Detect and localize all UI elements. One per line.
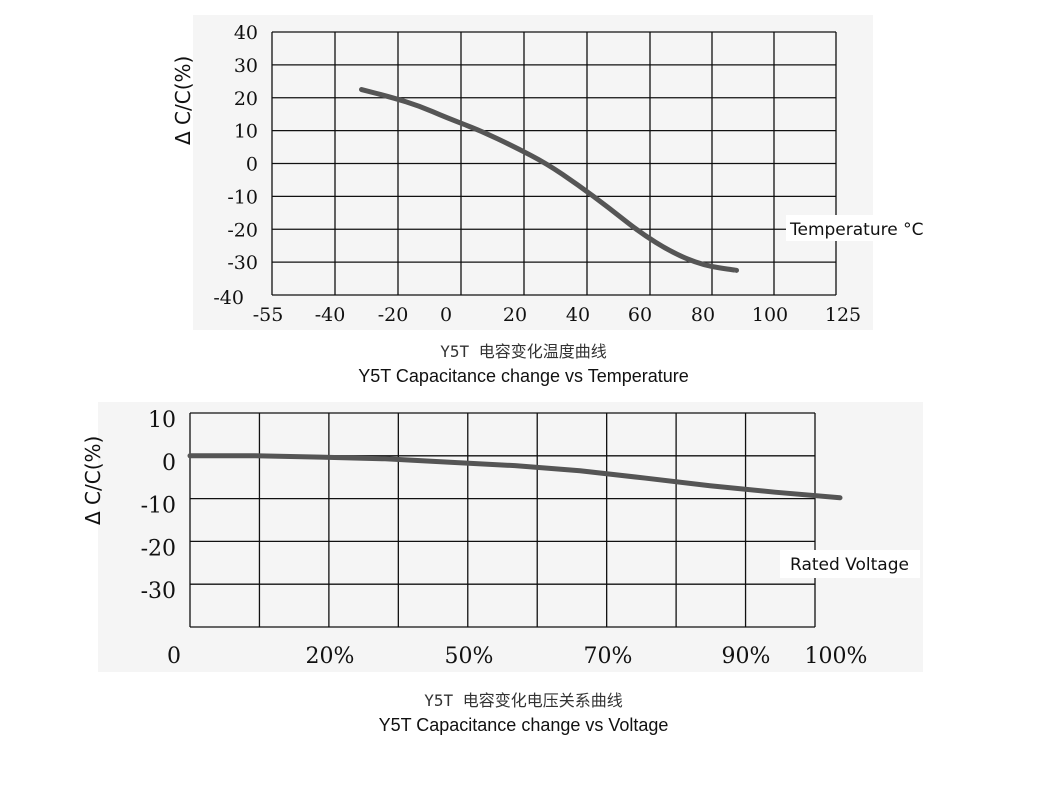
x-tick-label: 100 — [752, 304, 788, 326]
chart1-caption-cn: Y5T 电容变化温度曲线 — [440, 342, 607, 361]
x-tick-label: 60 — [628, 304, 652, 326]
x-tick-label: -40 — [315, 304, 346, 326]
x-tick-label: 40 — [566, 304, 590, 326]
y-tick-label: 20 — [234, 88, 258, 110]
x-tick-label: 20% — [306, 644, 355, 669]
x-tick-label: 80 — [691, 304, 715, 326]
y-tick-label: -40 — [213, 287, 244, 309]
y-tick-label: 10 — [234, 121, 258, 143]
x-tick-label: -20 — [378, 304, 409, 326]
y-tick-label: -20 — [141, 536, 176, 561]
x-axis-annotation: Rated Voltage — [790, 555, 909, 575]
chart1-caption-en: Y5T Capacitance change vs Temperature — [358, 366, 689, 386]
x-tick-label: -55 — [253, 304, 284, 326]
y-axis-label: Δ C/C(%) — [81, 436, 105, 525]
y-tick-label: 0 — [246, 154, 258, 176]
y-tick-label: -10 — [141, 494, 176, 519]
y-tick-label: 30 — [234, 55, 258, 77]
x-tick-label: 20 — [503, 304, 527, 326]
y-tick-label: -30 — [227, 252, 258, 274]
chart2-caption-en: Y5T Capacitance change vs Voltage — [378, 715, 669, 735]
x-tick-label: 90% — [722, 644, 771, 669]
y-tick-label: 40 — [234, 22, 258, 44]
y-axis-label: Δ C/C(%) — [171, 56, 195, 145]
x-tick-label: 70% — [584, 644, 633, 669]
x-axis-annotation: Temperature °C — [789, 220, 923, 240]
x-tick-label: 125 — [825, 304, 861, 326]
x-tick-label: 0 — [440, 304, 452, 326]
temperature-chart-panel — [193, 15, 873, 330]
chart2-caption-cn: Y5T 电容变化电压关系曲线 — [424, 691, 623, 710]
y-tick-label: 10 — [148, 408, 176, 433]
x-tick-label: 100% — [805, 644, 868, 669]
x-tick-label: 50% — [445, 644, 494, 669]
x-tick-label: 0 — [167, 644, 181, 669]
y-tick-label: -10 — [227, 186, 258, 208]
temperature-curve — [359, 87, 739, 273]
voltage-curve — [187, 453, 843, 501]
y-tick-label: -20 — [227, 219, 258, 241]
y-tick-label: 0 — [162, 451, 176, 476]
y-tick-label: -30 — [141, 579, 176, 604]
annotation-bg — [786, 215, 934, 241]
annotation-bg — [780, 550, 920, 578]
